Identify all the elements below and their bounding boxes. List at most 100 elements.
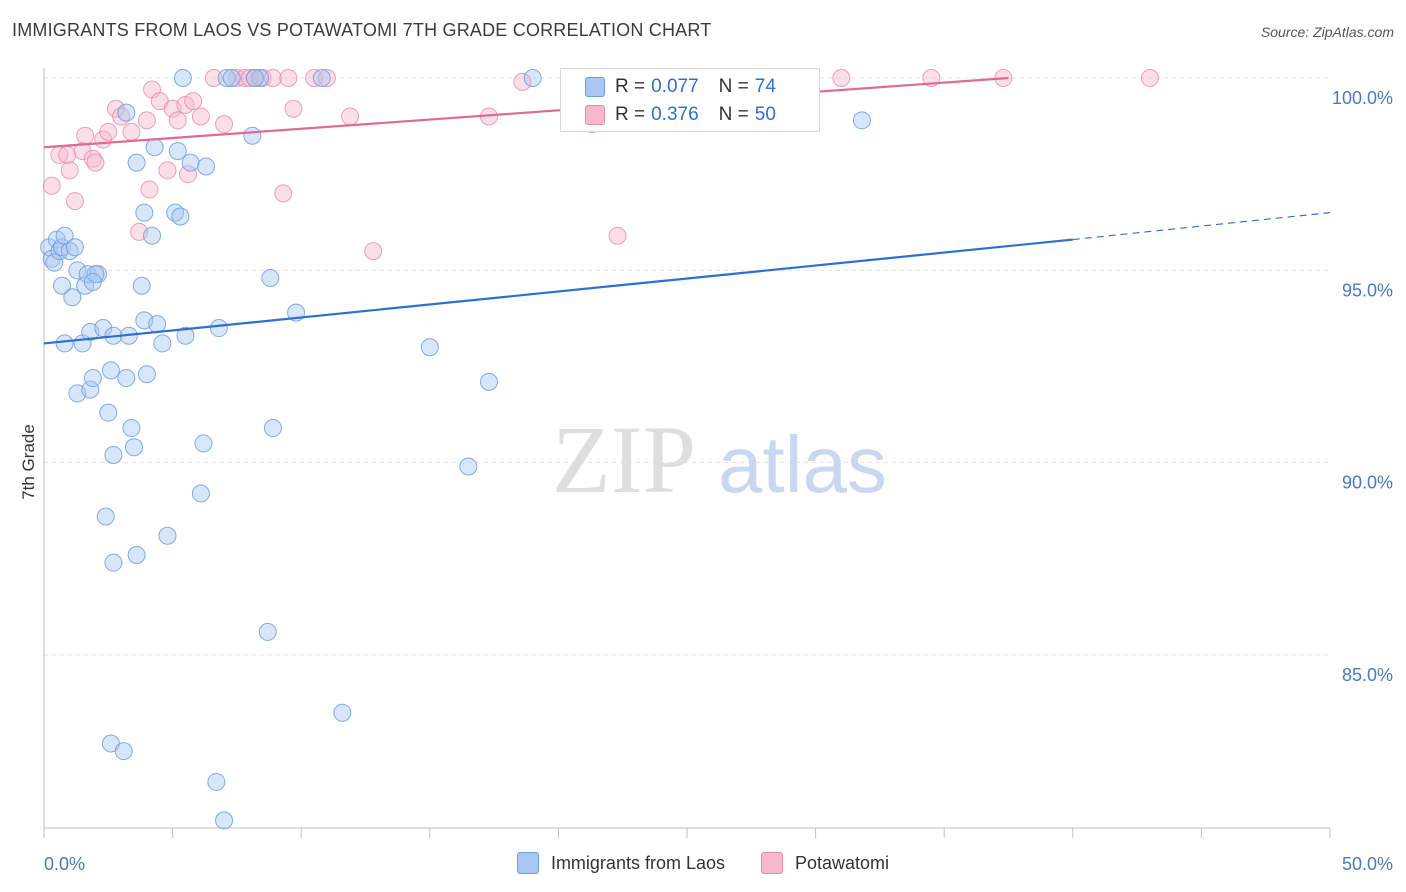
potawatomi-point <box>832 69 851 87</box>
gridlines <box>44 77 1330 656</box>
bottom-legend-swatch-potawatomi <box>761 852 783 874</box>
potawatomi-point <box>191 107 210 126</box>
laos-point <box>168 142 187 161</box>
laos-point <box>173 69 192 87</box>
laos-point <box>143 226 162 245</box>
potawatomi-point <box>274 184 293 203</box>
laos-point <box>251 69 270 87</box>
legend-n-value: 74 <box>754 76 776 97</box>
potawatomi-point <box>158 161 177 180</box>
laos-point <box>194 434 213 453</box>
legend-row-potawatomi: R = 0.376 N = 50 <box>585 101 776 129</box>
potawatomi-points <box>42 69 1159 261</box>
potawatomi-point <box>179 165 198 184</box>
laos-point <box>333 703 352 722</box>
laos-point <box>104 445 123 464</box>
potawatomi-point <box>86 153 105 172</box>
legend: R = 0.077 N = 74 R = 0.376 N = 50 <box>560 68 820 132</box>
laos-point <box>420 338 439 357</box>
x-tick-label: 0.0% <box>44 854 85 874</box>
laos-point <box>153 334 172 353</box>
potawatomi-point <box>168 111 187 130</box>
laos-point <box>81 380 100 399</box>
laos-point <box>96 507 115 526</box>
legend-swatch-potawatomi <box>585 105 605 125</box>
laos-point <box>222 69 241 87</box>
potawatomi-trend-line <box>43 76 1009 149</box>
laos-point <box>171 207 190 226</box>
potawatomi-point <box>99 122 118 141</box>
bottom-legend-label-potawatomi: Potawatomi <box>795 852 890 873</box>
chart-title: IMMIGRANTS FROM LAOS VS POTAWATOMI 7TH G… <box>12 20 712 40</box>
potawatomi-point <box>227 69 246 87</box>
potawatomi-point <box>608 226 627 245</box>
potawatomi-point <box>60 161 79 180</box>
laos-trend-extension <box>1072 212 1331 241</box>
laos-point <box>127 545 146 564</box>
potawatomi-point <box>284 99 303 118</box>
laos-point <box>99 403 118 422</box>
legend-swatch-laos <box>585 77 605 97</box>
laos-point <box>132 276 151 295</box>
laos-point <box>145 138 164 157</box>
legend-row-laos: R = 0.077 N = 74 <box>585 73 776 101</box>
bottom-legend-swatch-laos <box>516 852 539 874</box>
laos-point <box>217 69 236 87</box>
laos-trend-line <box>43 238 1073 345</box>
potawatomi-point <box>76 126 95 145</box>
legend-n-label: N = <box>718 76 749 97</box>
laos-point <box>104 553 123 572</box>
potawatomi-point <box>65 192 84 211</box>
watermark-atlas: atlas <box>718 420 887 509</box>
watermark-zip: ZIP <box>552 406 696 513</box>
legend-r-value: 0.376 <box>651 104 699 125</box>
laos-point <box>261 269 280 288</box>
watermark: ZIP atlas <box>552 406 887 513</box>
laos-point <box>137 365 156 384</box>
laos-point <box>55 334 74 353</box>
potawatomi-point <box>184 92 203 111</box>
laos-point <box>209 319 228 338</box>
potawatomi-point <box>279 69 298 87</box>
laos-point <box>459 457 478 476</box>
y-tick-label: 100.0% <box>1332 88 1393 108</box>
y-tick-label: 85.0% <box>1342 665 1393 685</box>
laos-point <box>53 276 72 295</box>
potawatomi-point <box>140 180 159 199</box>
laos-point <box>63 288 82 307</box>
laos-point <box>852 111 871 130</box>
laos-point <box>312 69 331 87</box>
potawatomi-point <box>73 142 92 161</box>
bottom-legend-laos: Immigrants from Laos <box>516 852 725 874</box>
laos-point <box>263 419 282 438</box>
laos-point <box>207 772 226 791</box>
laos-point <box>114 742 133 761</box>
laos-point <box>181 153 200 172</box>
laos-point <box>191 484 210 503</box>
laos-point <box>245 69 264 87</box>
potawatomi-point <box>215 115 234 134</box>
legend-r-label: R = <box>615 76 646 97</box>
legend-r-label: R = <box>615 104 646 125</box>
potawatomi-point <box>58 145 77 164</box>
laos-point <box>65 238 84 257</box>
potawatomi-point <box>235 69 254 87</box>
laos-point <box>148 315 167 334</box>
potawatomi-point <box>513 72 532 91</box>
potawatomi-point <box>42 176 61 195</box>
laos-point <box>215 811 234 830</box>
potawatomi-point <box>122 122 141 141</box>
potawatomi-point <box>364 242 383 261</box>
laos-point <box>135 203 154 222</box>
potawatomi-point <box>341 107 360 126</box>
laos-point <box>117 369 136 388</box>
laos-point <box>83 272 102 291</box>
x-tick-label: 50.0% <box>1342 854 1393 874</box>
y-tick-label: 95.0% <box>1342 280 1393 300</box>
laos-point <box>127 153 146 172</box>
potawatomi-point <box>240 69 259 87</box>
laos-point <box>117 103 136 122</box>
y-axis-label: 7th Grade <box>19 424 38 500</box>
laos-point <box>158 526 177 545</box>
